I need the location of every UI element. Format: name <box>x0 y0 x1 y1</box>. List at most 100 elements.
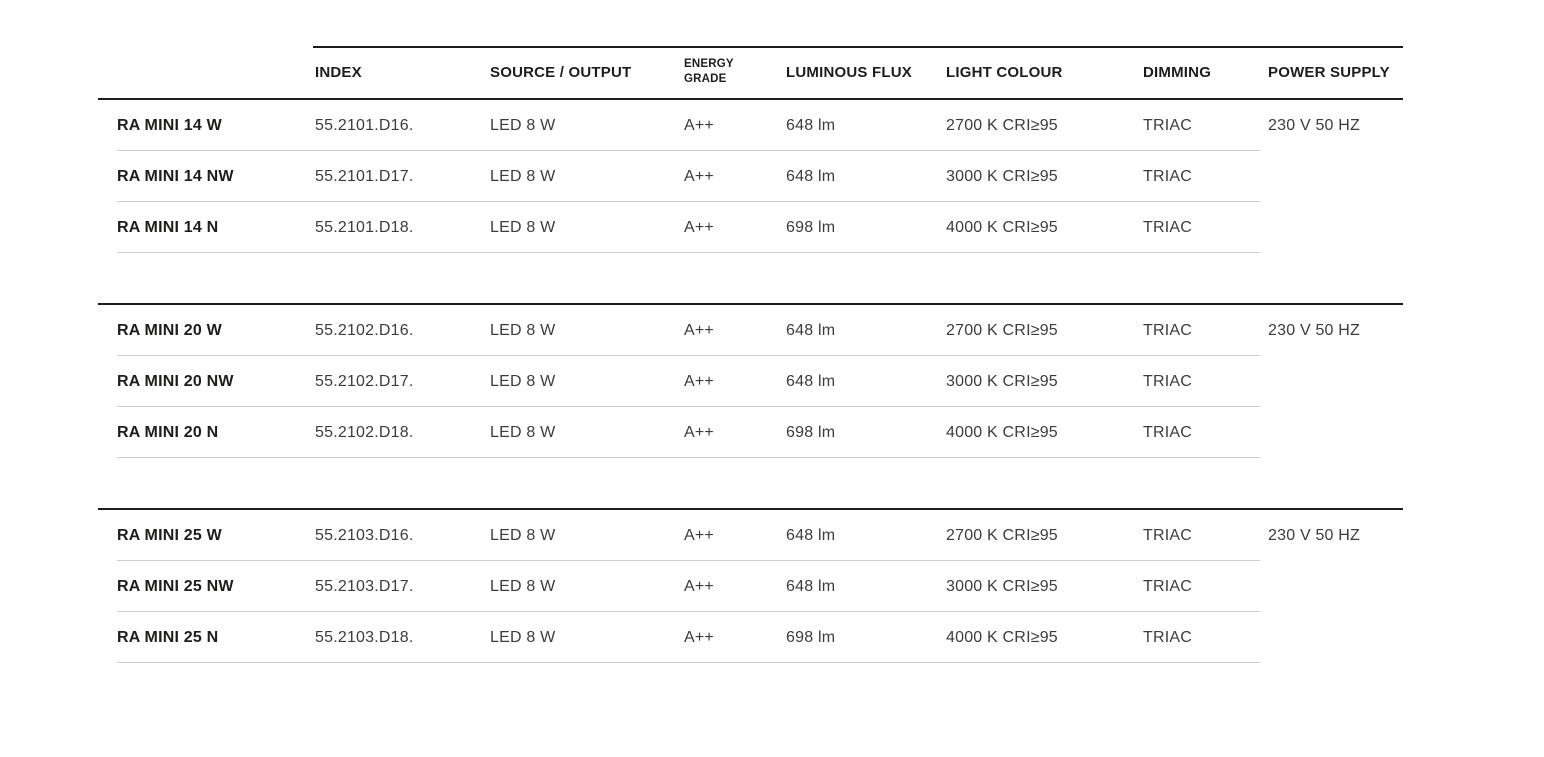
dimming-value: TRIAC <box>1143 116 1192 134</box>
column-header-energy-grade: ENERGY GRADE <box>684 57 786 87</box>
source-output-value: LED 8 W <box>490 321 556 339</box>
light-colour-value: 4000 K CRI≥95 <box>946 218 1058 236</box>
source-output-value: LED 8 W <box>490 218 556 236</box>
row-divider <box>117 662 1260 663</box>
row-divider <box>117 457 1260 458</box>
dimming-value: TRIAC <box>1143 577 1192 595</box>
row-divider <box>117 611 1260 612</box>
energy-grade-header-line1: ENERGY <box>684 58 734 71</box>
column-header-index: INDEX <box>315 63 362 81</box>
luminous-flux-value: 648 lm <box>786 167 836 185</box>
energy-grade-value: A++ <box>684 423 714 441</box>
index-value: 55.2101.D17. <box>315 167 414 185</box>
source-output-value: LED 8 W <box>490 116 556 134</box>
source-output-value: LED 8 W <box>490 628 556 646</box>
light-colour-value: 4000 K CRI≥95 <box>946 628 1058 646</box>
light-colour-value: 4000 K CRI≥95 <box>946 423 1058 441</box>
column-header-light-colour: LIGHT COLOUR <box>946 63 1063 81</box>
energy-grade-value: A++ <box>684 628 714 646</box>
luminous-flux-value: 648 lm <box>786 321 836 339</box>
table-row: RA MINI 20 W 55.2102.D16. LED 8 W A++ 64… <box>98 305 1403 356</box>
product-name: RA MINI 20 NW <box>117 372 234 390</box>
table-row: RA MINI 25 W 55.2103.D16. LED 8 W A++ 64… <box>98 510 1403 561</box>
energy-grade-header-line2: GRADE <box>684 73 727 85</box>
energy-grade-value: A++ <box>684 218 714 236</box>
index-value: 55.2101.D16. <box>315 116 414 134</box>
luminous-flux-value: 698 lm <box>786 423 836 441</box>
index-value: 55.2103.D16. <box>315 526 414 544</box>
table-row: RA MINI 20 N 55.2102.D18. LED 8 W A++ 69… <box>98 407 1403 458</box>
light-colour-value: 3000 K CRI≥95 <box>946 577 1058 595</box>
dimming-value: TRIAC <box>1143 372 1192 390</box>
luminous-flux-value: 648 lm <box>786 116 836 134</box>
header-top-rule <box>313 46 1403 48</box>
source-output-value: LED 8 W <box>490 372 556 390</box>
product-group-ra-mini-20: RA MINI 20 W 55.2102.D16. LED 8 W A++ 64… <box>98 303 1403 458</box>
energy-grade-value: A++ <box>684 167 714 185</box>
index-value: 55.2103.D17. <box>315 577 414 595</box>
light-colour-value: 3000 K CRI≥95 <box>946 372 1058 390</box>
dimming-value: TRIAC <box>1143 526 1192 544</box>
row-divider <box>117 355 1260 356</box>
power-supply-value: 230 V 50 HZ <box>1268 116 1361 134</box>
source-output-value: LED 8 W <box>490 423 556 441</box>
column-header-dimming: DIMMING <box>1143 63 1212 81</box>
product-name: RA MINI 25 W <box>117 526 222 544</box>
product-name: RA MINI 14 N <box>117 218 219 236</box>
product-spec-table: INDEX SOURCE / OUTPUT ENERGY GRADE LUMIN… <box>98 46 1403 663</box>
source-output-value: LED 8 W <box>490 526 556 544</box>
row-divider <box>117 252 1260 253</box>
product-name: RA MINI 25 N <box>117 628 219 646</box>
light-colour-value: 2700 K CRI≥95 <box>946 116 1058 134</box>
dimming-value: TRIAC <box>1143 321 1192 339</box>
energy-grade-value: A++ <box>684 116 714 134</box>
row-divider <box>117 406 1260 407</box>
index-value: 55.2102.D18. <box>315 423 414 441</box>
dimming-value: TRIAC <box>1143 167 1192 185</box>
index-value: 55.2102.D16. <box>315 321 414 339</box>
dimming-value: TRIAC <box>1143 628 1192 646</box>
table-row: RA MINI 14 NW 55.2101.D17. LED 8 W A++ 6… <box>98 151 1403 202</box>
row-divider <box>117 150 1260 151</box>
product-name: RA MINI 20 W <box>117 321 222 339</box>
table-row: RA MINI 25 N 55.2103.D18. LED 8 W A++ 69… <box>98 612 1403 663</box>
row-divider <box>117 201 1260 202</box>
column-header-source-output: SOURCE / OUTPUT <box>490 63 632 81</box>
row-divider <box>117 560 1260 561</box>
dimming-value: TRIAC <box>1143 423 1192 441</box>
column-header-luminous-flux: LUMINOUS FLUX <box>786 63 912 81</box>
luminous-flux-value: 698 lm <box>786 218 836 236</box>
index-value: 55.2101.D18. <box>315 218 414 236</box>
energy-grade-value: A++ <box>684 577 714 595</box>
luminous-flux-value: 698 lm <box>786 628 836 646</box>
column-header-power-supply: POWER SUPPLY <box>1268 63 1390 81</box>
product-name: RA MINI 20 N <box>117 423 219 441</box>
table-row: RA MINI 25 NW 55.2103.D17. LED 8 W A++ 6… <box>98 561 1403 612</box>
luminous-flux-value: 648 lm <box>786 372 836 390</box>
table-row: RA MINI 20 NW 55.2102.D17. LED 8 W A++ 6… <box>98 356 1403 407</box>
energy-grade-value: A++ <box>684 321 714 339</box>
energy-grade-value: A++ <box>684 526 714 544</box>
energy-grade-value: A++ <box>684 372 714 390</box>
product-name: RA MINI 14 NW <box>117 167 234 185</box>
product-group-ra-mini-25: RA MINI 25 W 55.2103.D16. LED 8 W A++ 64… <box>98 508 1403 663</box>
power-supply-value: 230 V 50 HZ <box>1268 321 1361 339</box>
product-group-ra-mini-14: RA MINI 14 W 55.2101.D16. LED 8 W A++ 64… <box>98 100 1403 253</box>
table-row: RA MINI 14 W 55.2101.D16. LED 8 W A++ 64… <box>98 100 1403 151</box>
product-name: RA MINI 14 W <box>117 116 222 134</box>
table-header-row: INDEX SOURCE / OUTPUT ENERGY GRADE LUMIN… <box>98 46 1403 100</box>
light-colour-value: 2700 K CRI≥95 <box>946 526 1058 544</box>
power-supply-value: 230 V 50 HZ <box>1268 526 1361 544</box>
table-row: RA MINI 14 N 55.2101.D18. LED 8 W A++ 69… <box>98 202 1403 253</box>
dimming-value: TRIAC <box>1143 218 1192 236</box>
luminous-flux-value: 648 lm <box>786 577 836 595</box>
light-colour-value: 2700 K CRI≥95 <box>946 321 1058 339</box>
index-value: 55.2103.D18. <box>315 628 414 646</box>
source-output-value: LED 8 W <box>490 167 556 185</box>
index-value: 55.2102.D17. <box>315 372 414 390</box>
source-output-value: LED 8 W <box>490 577 556 595</box>
product-name: RA MINI 25 NW <box>117 577 234 595</box>
luminous-flux-value: 648 lm <box>786 526 836 544</box>
light-colour-value: 3000 K CRI≥95 <box>946 167 1058 185</box>
